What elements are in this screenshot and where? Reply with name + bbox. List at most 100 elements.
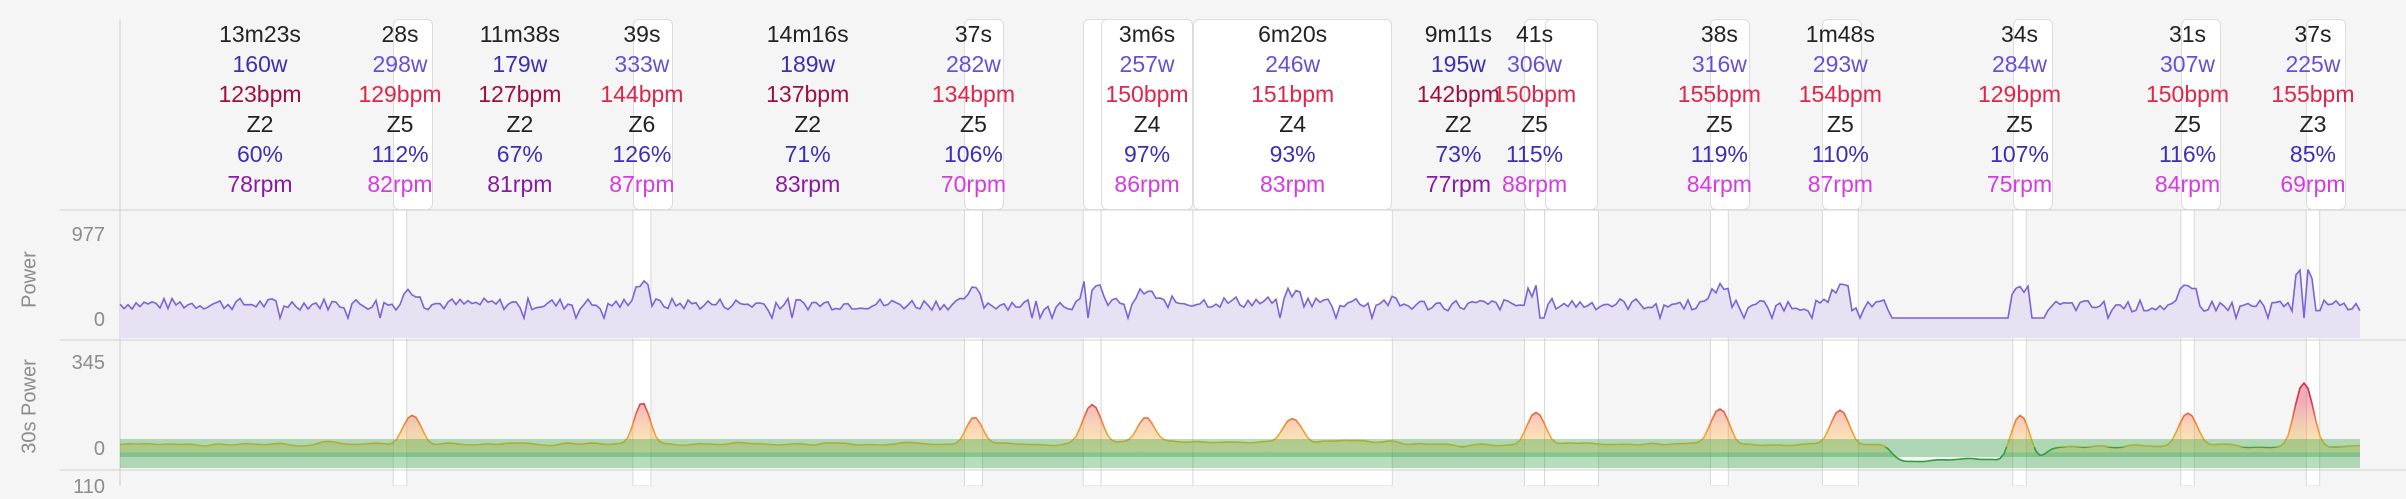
interval-pct: 115% [1505,141,1564,167]
interval-cad: 86rpm [1114,171,1180,197]
interval-zone: Z5 [2006,111,2033,137]
interval-column-12[interactable]: 38s 316w 155bpm Z5 119% 84rpm [1654,19,1784,199]
interval-cad: 87rpm [1807,171,1873,197]
power-axis-label: Power [18,251,41,308]
interval-power: 246w [1265,51,1321,77]
interval-card-15[interactable] [2180,19,2221,210]
interval-zone: Z6 [628,111,656,137]
interval-zone: Z5 [1521,111,1548,137]
interval-pct: 119% [1690,141,1748,167]
interval-column-9: 9m11s 195w 142bpm Z2 73% 77rpm [1393,19,1523,199]
interval-power: 293w [1812,51,1868,77]
interval-hr: 150bpm [1105,81,1189,107]
interval-power: 160w [232,51,288,77]
interval-power: 333w [614,51,670,77]
interval-column-4: 14m16s 189w 137bpm Z2 71% 83rpm [743,19,873,199]
interval-zone: Z2 [1444,111,1472,137]
interval-zone: Z5 [2174,111,2201,137]
interval-power: 257w [1119,51,1175,77]
interval-card-11[interactable] [1544,19,1599,210]
interval-dur: 14m16s [766,21,849,47]
interval-power: 307w [2160,51,2215,77]
interval-column-7[interactable]: 3m6s 257w 150bpm Z4 97% 86rpm [1082,19,1212,199]
interval-power: 306w [1507,51,1563,77]
interval-hr: 144bpm [600,81,684,107]
interval-cad: 82rpm [367,171,433,197]
interval-hr: 150bpm [1492,81,1577,107]
interval-zone: Z2 [246,111,274,137]
interval-column-16[interactable]: 37s 225w 155bpm Z3 85% 69rpm [2248,19,2378,199]
interval-zone: Z5 [1826,111,1854,137]
interval-card-5[interactable] [964,19,1005,210]
interval-hr: 127bpm [478,81,562,107]
interval-pct: 110% [1811,141,1869,167]
interval-card-13[interactable] [1822,19,1863,210]
interval-pct: 67% [496,141,543,167]
chart-canvas [60,19,2406,486]
interval-dur: 41s [1516,21,1554,47]
interval-cad: 87rpm [609,171,675,197]
interval-dur: 28s [381,21,419,47]
interval-power: 225w [2285,51,2341,77]
interval-zone: Z4 [1133,111,1161,137]
interval-cad: 83rpm [775,171,841,197]
power-min-tick: 0 [93,309,105,331]
interval-cad: 77rpm [1425,171,1491,197]
interval-cad: 70rpm [940,171,1007,197]
power30-max-tick: 345 [71,352,105,374]
power30-line [119,381,2360,463]
interval-hr: 123bpm [218,81,302,107]
interval-zone: Z3 [2299,111,2327,137]
interval-column-0: 13m23s 160w 123bpm Z2 60% 78rpm [195,19,325,199]
interval-zone: Z2 [506,111,534,137]
interval-column-1[interactable]: 28s 298w 129bpm Z5 112% 82rpm [335,19,465,199]
interval-cad: 84rpm [2154,171,2221,197]
interval-hr: 155bpm [2271,81,2355,107]
bottom-panel-tick: 110 [73,476,105,498]
interval-hr: 129bpm [1977,81,2062,107]
interval-cad: 81rpm [487,171,553,197]
interval-zone: Z5 [386,111,414,137]
interval-column-3[interactable]: 39s 333w 144bpm Z6 126% 87rpm [577,19,707,199]
power-area [120,269,2360,338]
interval-cad: 69rpm [2280,171,2346,197]
interval-pct: 112% [371,141,429,167]
interval-power: 282w [945,51,1001,77]
interval-column-5[interactable]: 37s 282w 134bpm Z5 106% 70rpm [908,19,1038,199]
interval-pct: 60% [236,141,284,167]
interval-dur: 3m6s [1118,21,1176,47]
interval-column-8[interactable]: 6m20s 246w 151bpm Z4 93% 83rpm [1228,19,1358,199]
interval-card-3[interactable] [632,19,673,210]
interval-power: 298w [372,51,428,77]
interval-card-12[interactable] [1710,19,1751,210]
interval-pct: 85% [2289,141,2336,167]
interval-hr: 134bpm [931,81,1015,107]
interval-pct: 126% [612,141,672,167]
interval-pct: 97% [1124,141,1171,167]
interval-card-16[interactable] [2306,19,2347,210]
interval-cad: 83rpm [1260,171,1326,197]
interval-dur: 13m23s [219,21,301,47]
interval-dur: 31s [2168,21,2207,47]
interval-dur: 1m48s [1805,21,1875,47]
interval-dur: 39s [623,21,661,47]
interval-column-10[interactable]: 41s 306w 150bpm Z5 115% 88rpm [1470,19,1600,199]
interval-power: 316w [1691,51,1747,77]
interval-power: 195w [1430,51,1486,77]
interval-dur: 9m11s [1424,21,1493,47]
interval-card-14[interactable] [2012,19,2053,210]
power30-min-tick: 0 [93,438,105,460]
interval-card-8[interactable] [1192,19,1393,210]
interval-card-1[interactable] [393,19,434,210]
interval-dur: 11m38s [479,21,560,47]
interval-column-15[interactable]: 31s 307w 150bpm Z5 116% 84rpm [2123,19,2253,199]
interval-hr: 151bpm [1251,81,1335,107]
interval-pct: 106% [944,141,1003,167]
interval-power: 284w [1992,51,2047,77]
interval-card-7[interactable] [1101,19,1193,210]
interval-column-13[interactable]: 1m48s 293w 154bpm Z5 110% 87rpm [1775,19,1905,199]
interval-zone: Z5 [1705,111,1733,137]
interval-zone: Z4 [1279,111,1307,137]
interval-power: 189w [780,51,836,77]
interval-column-14[interactable]: 34s 284w 129bpm Z5 107% 75rpm [1955,19,2085,199]
